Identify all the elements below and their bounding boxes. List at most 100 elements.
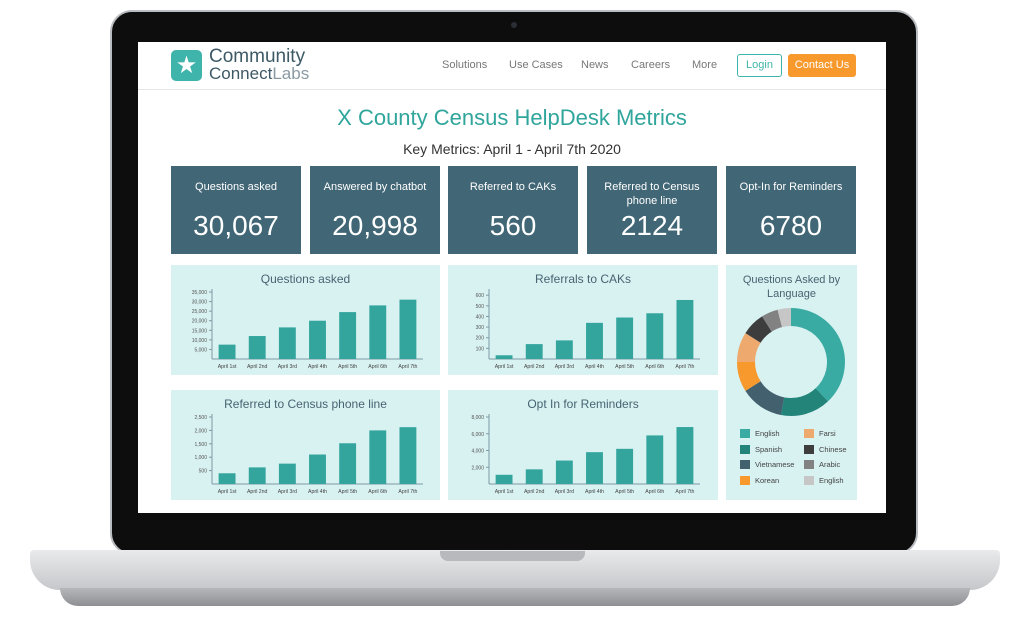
kpi-label: Opt-In for Reminders (739, 181, 843, 193)
legend-item: English (804, 475, 844, 485)
x-tick-label: April 5th (338, 489, 357, 495)
contact-us-button[interactable]: Contact Us (788, 54, 856, 77)
bar (399, 299, 417, 359)
legend-item: Vietnamese (740, 460, 794, 469)
chart-title: Questions asked (260, 272, 351, 286)
donut-slice (737, 362, 761, 391)
kpi-label: Answered by chatbot (323, 181, 427, 193)
x-tick-label: April 6th (645, 489, 664, 495)
logo-line1: Community (209, 46, 306, 67)
y-tick-label: 2,000 (471, 465, 484, 471)
donut-svg (737, 308, 845, 416)
questions-asked-chart: Questions asked 5,000 10,000 15,000 20,000 25… (171, 265, 440, 375)
bar (525, 469, 543, 484)
login-button[interactable]: Login (737, 54, 782, 77)
y-tick-label: 5,000 (194, 347, 207, 353)
chart-title: Referred to Census phone line (224, 397, 387, 411)
x-tick-label: April 7th (398, 489, 417, 495)
bar (495, 355, 513, 359)
y-tick-label: 8,000 (471, 415, 484, 421)
kpi-value: 2124 (620, 210, 684, 241)
star-logo-icon[interactable]: ★ (171, 50, 202, 81)
chart-title: Questions Asked by Language (742, 274, 841, 300)
y-tick-label: 35,000 (192, 290, 208, 296)
nav-more[interactable]: More (692, 59, 718, 71)
legend-label: Spanish (755, 444, 783, 454)
nav-careers[interactable]: Careers (631, 59, 671, 71)
kpi-value: 30,067 (193, 210, 279, 241)
x-tick-label: April 5th (615, 489, 634, 495)
bar (616, 448, 634, 484)
y-tick-label: 500 (476, 304, 485, 310)
donut-slice (762, 309, 783, 332)
kpi-value: 6780 (759, 210, 823, 241)
legend-label: English (755, 429, 780, 438)
bar (555, 460, 573, 484)
x-tick-label: April 7th (675, 364, 694, 370)
bar (339, 312, 357, 359)
y-tick-label: 1,000 (194, 455, 207, 461)
y-tick-label: 500 (199, 469, 208, 475)
legend-item: Farsi (804, 429, 836, 438)
referrals-to-caks-chart: Referrals to CAKs 100 200 300 400 500 600 April… (448, 265, 718, 375)
bar (218, 344, 236, 359)
bar (218, 473, 236, 484)
chart-svg: 5,000 10,000 15,000 20,000 25,000 30,000 35,00… (192, 289, 423, 370)
bar (309, 454, 326, 484)
bar (495, 474, 513, 484)
census-phone-line-chart: Referred to Census phone line 500 1,000 1,5… (171, 390, 440, 500)
legend-swatch (740, 475, 750, 485)
x-tick-label: April 4th (308, 489, 327, 495)
y-tick-label: 25,000 (192, 309, 208, 315)
x-tick-label: April 2nd (524, 489, 545, 495)
bar (555, 340, 573, 359)
x-tick-label: April 6th (368, 489, 387, 495)
y-tick-label: 200 (476, 336, 485, 342)
kpi-label: Referred to Census phone line (604, 181, 700, 207)
bar (646, 435, 664, 484)
bar (248, 336, 266, 359)
bar (586, 322, 603, 359)
y-tick-label: 30,000 (192, 300, 208, 306)
x-tick-label: April 7th (675, 489, 694, 495)
y-tick-label: 400 (476, 314, 485, 320)
page-title: X County Census HelpDesk Metrics (337, 105, 687, 130)
y-tick-label: 100 (476, 346, 485, 352)
legend-label: Korean (755, 475, 780, 485)
bar (339, 443, 357, 484)
language-donut-card: Questions Asked by Language English Farsi… (726, 265, 857, 500)
x-tick-label: April 2nd (524, 364, 545, 370)
x-tick-label: April 3rd (278, 489, 297, 495)
donut-slice (780, 388, 828, 416)
x-tick-label: April 4th (585, 364, 604, 370)
kpi-label: Referred to CAKs (469, 181, 557, 193)
x-tick-label: April 5th (615, 364, 634, 370)
nav-news[interactable]: News (581, 59, 609, 71)
legend-swatch (740, 429, 750, 438)
legend-swatch (804, 429, 814, 438)
legend-item: Spanish (740, 444, 783, 454)
logo-text[interactable]: Community ConnectLabs (209, 46, 310, 83)
y-tick-label: 6,000 (471, 432, 484, 438)
x-tick-label: April 6th (368, 364, 387, 370)
screen: ★ Community ConnectLabs Solutions Use Ca… (138, 42, 886, 513)
nav-use-cases[interactable]: Use Cases (509, 59, 563, 71)
chart-svg: 2,000 4,000 6,000 8,000 April 1st April 2nd Ap… (471, 414, 700, 495)
legend-label: Arabic (819, 460, 841, 469)
x-tick-label: April 1st (218, 364, 237, 370)
bar (646, 313, 664, 359)
y-tick-label: 300 (476, 325, 485, 331)
legend-swatch (804, 460, 814, 469)
logo-labs: Labs (272, 64, 310, 83)
chart-title: Referrals to CAKs (534, 272, 632, 286)
y-tick-label: 1,500 (194, 442, 207, 448)
laptop-notch (440, 551, 585, 561)
bar (278, 327, 296, 359)
donut-slice (745, 381, 785, 416)
legend-swatch (804, 475, 814, 485)
kpi-card: Questions asked 30,067 (171, 166, 301, 254)
x-tick-label: April 1st (495, 489, 514, 495)
nav-solutions[interactable]: Solutions (442, 59, 488, 71)
x-tick-label: April 5th (338, 364, 357, 370)
donut-slice (791, 308, 845, 402)
